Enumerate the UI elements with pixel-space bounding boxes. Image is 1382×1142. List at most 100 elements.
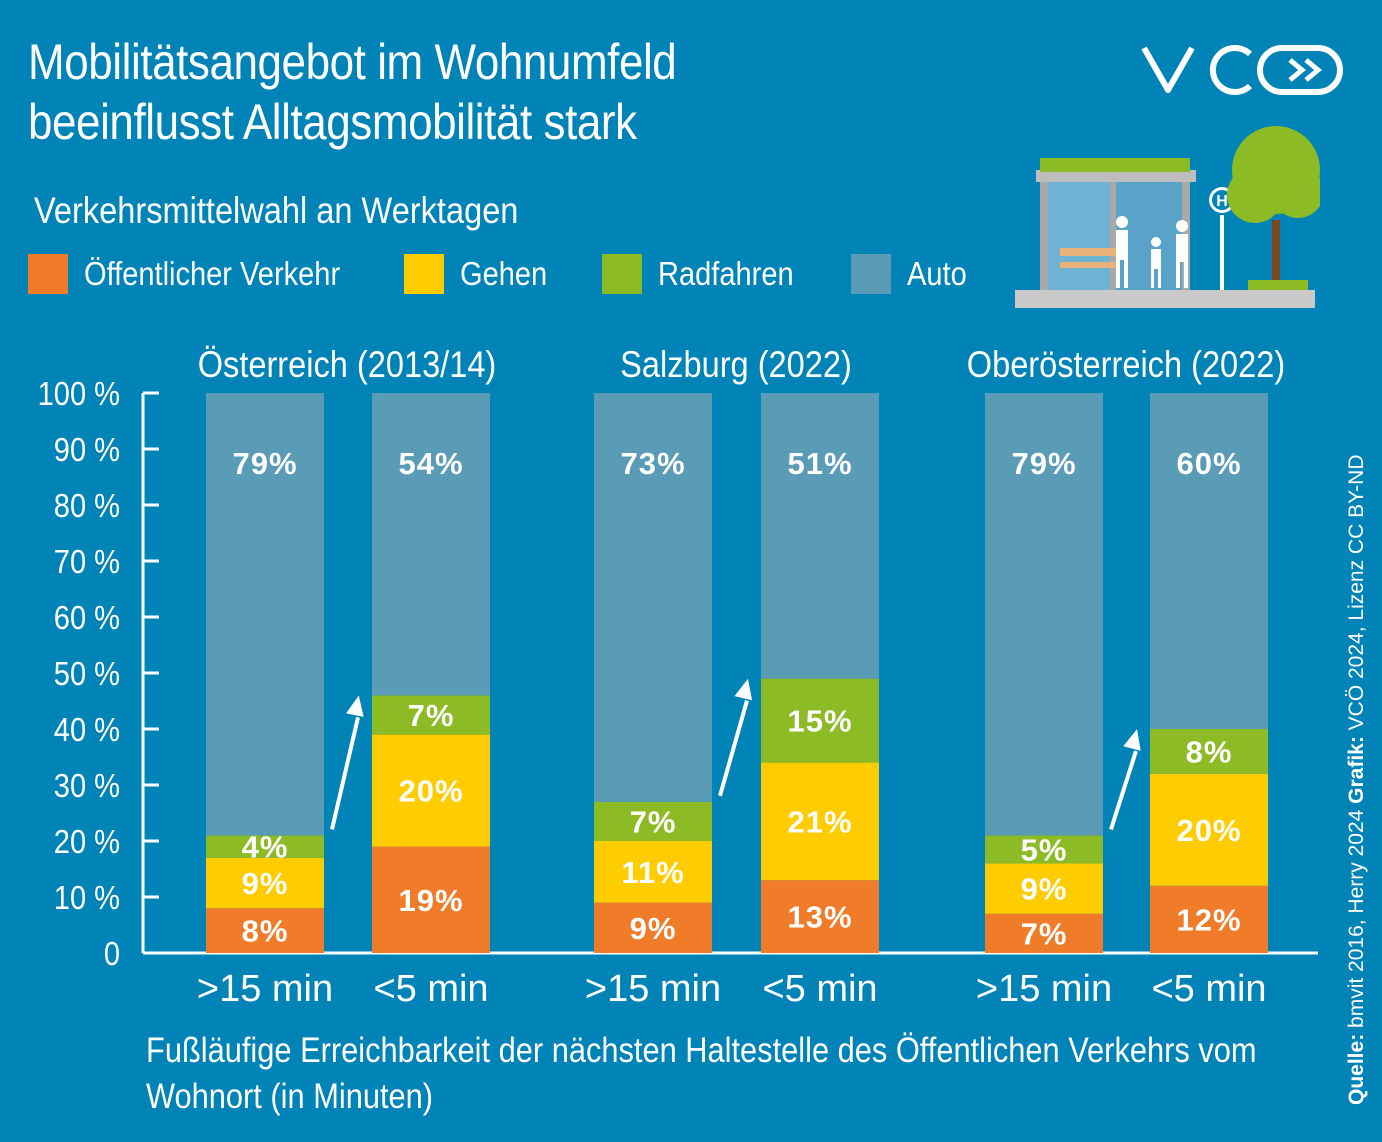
data-label-oeffentlich: 7% [1021,916,1068,951]
data-label-auto: 51% [787,446,852,481]
bar-segment-oeffentlich [206,908,324,953]
bar-segment-oeffentlich [985,913,1103,953]
data-label-oeffentlich: 13% [787,900,852,935]
x-axis-title: Fußläufige Erreichbarkeit der nächsten H… [146,1031,1257,1116]
title-line-2: beeinflusst Alltagsmobilität stark [28,94,637,150]
y-tick-label: 100 % [38,375,120,412]
stacked-bar-chart: 0 10 % 20 % 30 % 40 % 50 % 60 % 70 % 80 % 90 % 100… [38,344,1318,1010]
page-title: Mobilitätsangebot im Wohnumfeld beeinflu… [28,32,677,152]
trend-arrow-head [1123,729,1141,751]
x-tick-label: >15 min [197,968,333,1010]
data-label-auto: 79% [232,446,297,481]
bar-segment-gehen [761,762,879,881]
legend-item-oeffentlich: Öffentlicher Verkehr [28,254,375,294]
bus-stop-illustration: H [1015,126,1320,308]
legend-label-oeffentlich: Öffentlicher Verkehr [84,255,341,292]
data-label-auto: 79% [1011,446,1076,481]
bar-segment-radfahren [1150,729,1268,774]
bar-segment-gehen [372,734,490,847]
legend-label-auto: Auto [907,255,967,292]
data-label-gehen: 9% [1021,872,1068,907]
data-label-radfahren: 5% [1021,832,1068,867]
legend-swatch-auto [851,254,891,294]
bar-segment-auto [1150,393,1268,729]
source-text: bmvit 2016, Herry 2024 [1345,803,1368,1034]
source-note: Quelle: bmvit 2016, Herry 2024 Grafik: V… [1345,454,1369,1105]
legend-label-gehen: Gehen [460,255,548,292]
legend-item-auto: Auto [851,254,975,294]
y-tick-label: 30 % [54,767,120,804]
data-label-auto: 54% [398,446,463,481]
group-label: Österreich (2013/14) [198,344,497,385]
bar-segment-auto [761,393,879,679]
trend-arrow-head [734,678,753,701]
bar-segment-oeffentlich [594,902,712,953]
source-label: Quelle: [1345,1033,1368,1105]
trend-arrow-line [1109,750,1138,831]
legend-swatch-gehen [404,254,444,294]
trend-arrow-line [330,716,360,830]
data-label-oeffentlich: 19% [398,883,463,918]
x-tick-label: <5 min [373,968,488,1010]
data-label-oeffentlich: 8% [242,914,289,949]
bar-segment-auto [985,393,1103,836]
bar-segment-oeffentlich [1150,885,1268,953]
trend-arrow-line [718,700,749,797]
title-line-1: Mobilitätsangebot im Wohnumfeld [28,34,677,90]
y-tick-label: 0 [104,935,120,972]
x-tick-label: <5 min [1151,968,1266,1010]
bar-segment-radfahren [594,801,712,841]
data-label-oeffentlich: 12% [1176,902,1241,937]
data-label-gehen: 21% [787,804,852,839]
x-tick-label: >15 min [976,968,1112,1010]
data-label-radfahren: 4% [242,830,289,865]
bar-segment-auto [594,393,712,802]
data-label-radfahren: 7% [408,698,455,733]
y-tick-label: 90 % [54,431,120,468]
bar-segment-gehen [985,863,1103,914]
data-label-gehen: 20% [398,774,463,809]
bar-segment-radfahren [985,835,1103,864]
data-label-gehen: 9% [242,866,289,901]
data-label-radfahren: 8% [1186,734,1233,769]
trend-arrow-head [346,695,364,717]
y-tick-label: 50 % [54,655,120,692]
x-tick-label: <5 min [762,968,877,1010]
group-label: Salzburg (2022) [620,344,852,385]
bar-segment-gehen [206,857,324,909]
bar-segment-gehen [1150,773,1268,886]
bar-segment-radfahren [372,695,490,735]
legend-item-radfahren: Radfahren [602,254,812,294]
legend-swatch-radfahren [602,254,642,294]
data-label-radfahren: 15% [787,704,852,739]
y-tick-label: 80 % [54,487,120,524]
graphic-text: VCÖ 2024, Lizenz CC BY-ND [1345,454,1368,737]
bar-segment-oeffentlich [372,846,490,953]
legend-item-gehen: Gehen [404,254,559,294]
y-tick-label: 40 % [54,711,120,748]
y-tick-label: 60 % [54,599,120,636]
bar-segment-radfahren [761,678,879,763]
y-tick-label: 10 % [54,879,120,916]
data-label-radfahren: 7% [630,804,677,839]
bar-segment-oeffentlich [761,880,879,953]
bar-segment-gehen [594,841,712,903]
legend-swatch-oeffentlich [28,254,68,294]
data-label-oeffentlich: 9% [630,911,677,946]
x-tick-label: >15 min [585,968,721,1010]
y-tick-label: 20 % [54,823,120,860]
vcoe-logo [1141,45,1343,95]
data-label-auto: 60% [1176,446,1241,481]
data-label-auto: 73% [620,446,685,481]
group-label: Oberösterreich (2022) [967,344,1285,385]
data-label-gehen: 11% [621,855,684,890]
chart-subtitle: Verkehrsmittelwahl an Werktagen [34,190,519,231]
bar-segment-auto [206,393,324,836]
legend-label-radfahren: Radfahren [658,255,794,292]
graphic-label: Grafik: [1345,736,1368,804]
bar-segment-auto [372,393,490,696]
bar-segment-radfahren [206,835,324,858]
data-label-gehen: 20% [1176,813,1241,848]
svg-text:H: H [1216,193,1228,210]
y-tick-label: 70 % [54,543,120,580]
